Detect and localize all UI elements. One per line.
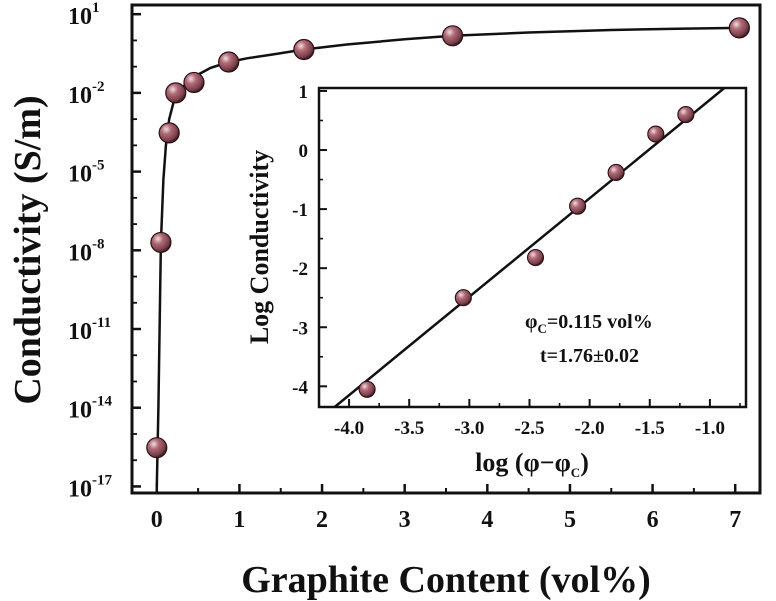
inset-x-tick-label: -2.0 <box>575 418 605 439</box>
main-data-point <box>728 17 750 39</box>
main-x-tick-label: 6 <box>647 507 659 533</box>
main-data-point <box>183 71 205 94</box>
inset-y-ticks <box>319 89 327 388</box>
main-data-point <box>293 38 315 61</box>
inset-x-tick-label: -3.5 <box>394 418 424 439</box>
inset-x-tick-labels: -4.0 -3.5 -3.0 -2.5 -2.0 -1.5 -1.0 <box>334 418 725 439</box>
main-y-tick-label: 10-17 <box>68 472 112 502</box>
inset-data-point <box>677 106 695 124</box>
main-data-point <box>158 122 180 144</box>
main-fit-curve <box>155 26 740 487</box>
main-x-axis-title: Graphite Content (vol%) <box>241 559 651 601</box>
main-data-points <box>146 17 750 459</box>
inset-x-tick-label: -2.5 <box>514 418 544 439</box>
inset-x-axis-title: log (φ−φC) <box>475 448 589 480</box>
inset-data-point <box>569 197 587 215</box>
main-data-point <box>442 25 464 47</box>
inset-y-axis-title: Log Conductivity <box>245 150 274 344</box>
inset-data-point <box>454 289 472 307</box>
main-y-tick-label: 10-11 <box>68 315 111 345</box>
inset-y-tick-label: 0 <box>299 141 309 162</box>
main-x-tick-label: 1 <box>233 507 245 533</box>
inset-y-tick-label: -3 <box>292 318 308 339</box>
main-x-tick-label: 4 <box>481 507 493 533</box>
main-x-tick-label: 2 <box>316 507 328 533</box>
inset-plot: -4.0 -3.5 -3.0 -2.5 -2.0 -1.5 -1.0 10-1-2-3-4 … <box>245 82 748 480</box>
inset-y-tick-label: 1 <box>299 82 309 103</box>
main-y-tick-label: 10-5 <box>68 158 105 188</box>
inset-plot-frame <box>317 86 748 409</box>
main-y-tick-labels: 101 10-2 10-5 10-8 10-11 10-14 10-17 <box>68 0 112 502</box>
main-y-axis-title: Conductivity (S/m) <box>7 95 49 404</box>
inset-y-tick-label: -2 <box>292 259 308 280</box>
inset-data-point <box>358 380 376 398</box>
main-x-tick-label: 5 <box>564 507 576 533</box>
main-data-point <box>218 51 240 73</box>
inset-y-tick-labels: 1 0 -1 -2 -3 -4 <box>292 82 308 398</box>
main-x-tick-label: 0 <box>151 507 163 533</box>
inset-x-ticks <box>348 399 741 407</box>
main-y-tick-label: 10-2 <box>68 79 105 109</box>
main-x-tick-label: 3 <box>399 507 411 533</box>
main-y-tick-label: 101 <box>68 0 100 30</box>
inset-y-tick-label: -4 <box>292 377 308 398</box>
inset-annotation-phic: φC=0.115 vol% <box>525 311 653 336</box>
inset-x-tick-label: -3.0 <box>454 418 484 439</box>
inset-data-points <box>358 106 695 398</box>
main-data-point <box>150 231 172 254</box>
main-y-ticks <box>132 12 141 488</box>
main-data-point <box>146 437 168 459</box>
inset-x-tick-label: -1.5 <box>635 418 665 439</box>
inset-data-point <box>526 248 545 267</box>
inset-data-point <box>647 125 665 143</box>
main-y-tick-label: 10-14 <box>68 394 112 424</box>
inset-y-tick-label: -1 <box>292 200 308 221</box>
inset-x-tick-label: -1.0 <box>695 418 725 439</box>
inset-x-tick-label: -4.0 <box>334 418 364 439</box>
inset-data-point <box>607 163 625 182</box>
main-x-tick-label: 7 <box>729 507 741 533</box>
main-y-tick-label: 10-8 <box>68 236 105 266</box>
main-data-point <box>165 82 187 104</box>
inset-annotation-t: t=1.76±0.02 <box>540 345 639 367</box>
main-x-tick-labels: 0 1 2 3 4 5 6 7 <box>151 507 741 533</box>
